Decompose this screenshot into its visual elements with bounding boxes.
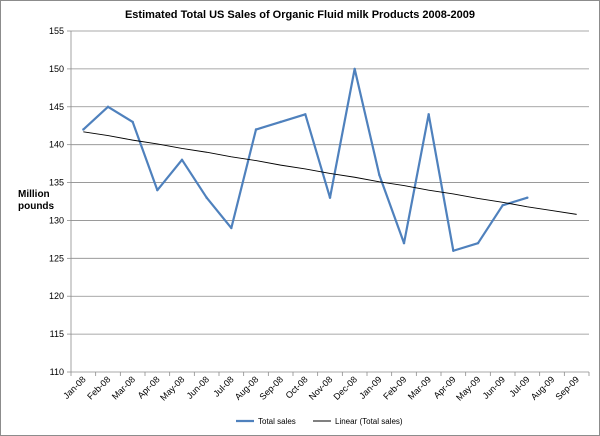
y-tick-label: 130 xyxy=(49,215,64,225)
axes: 110115120125130135140145150155Jan-08Feb-… xyxy=(49,26,590,403)
data-point xyxy=(230,226,233,230)
y-tick-label: 145 xyxy=(49,102,64,112)
data-point xyxy=(254,128,258,131)
x-tick-label: Mar-09 xyxy=(406,374,433,401)
data-point xyxy=(526,196,529,199)
x-tick-label: Dec-08 xyxy=(331,374,359,402)
x-tick-label: Oct-08 xyxy=(284,374,310,400)
series-line-total-sales xyxy=(82,67,528,252)
legend: Total sales Linear (Total sales) xyxy=(236,417,403,426)
gridlines xyxy=(71,30,589,335)
y-tick-label: 135 xyxy=(49,178,64,188)
x-tick-label: Jan-09 xyxy=(357,374,384,401)
series-lines xyxy=(82,67,577,252)
data-point xyxy=(205,196,208,199)
x-tick-label: Jan-08 xyxy=(61,374,88,401)
data-point xyxy=(156,188,159,192)
y-axis-label: Million pounds xyxy=(18,189,55,212)
data-point xyxy=(427,113,430,116)
x-tick-label: Aug-08 xyxy=(233,374,261,402)
data-point xyxy=(476,241,480,245)
y-tick-label: 120 xyxy=(49,291,64,301)
x-tick-label: May-09 xyxy=(454,374,482,402)
y-tick-label: 155 xyxy=(49,26,64,36)
legend-label: Total sales xyxy=(258,417,296,426)
x-tick-label: Feb-08 xyxy=(85,374,112,401)
x-tick-label: Jun-08 xyxy=(185,374,212,401)
x-tick-label: May-08 xyxy=(158,374,186,402)
data-point xyxy=(180,158,184,162)
data-point xyxy=(353,67,356,71)
y-tick-label: 150 xyxy=(49,64,64,74)
chart-title: Estimated Total US Sales of Organic Flui… xyxy=(124,9,476,21)
x-tick-label: Sep-08 xyxy=(257,374,285,402)
data-point xyxy=(452,249,455,252)
trendline-linear xyxy=(83,131,577,215)
y-tick-label: 140 xyxy=(49,140,64,150)
x-tick-label: Aug-09 xyxy=(529,374,557,402)
data-point xyxy=(402,241,406,245)
x-tick-label: Nov-08 xyxy=(307,374,335,402)
x-tick-label: Feb-09 xyxy=(381,374,408,401)
x-tick-label: Jun-09 xyxy=(481,374,508,401)
data-point xyxy=(304,113,307,116)
x-tick-label: Mar-08 xyxy=(110,374,137,401)
data-point xyxy=(328,196,332,199)
legend-label: Linear (Total sales) xyxy=(335,417,403,426)
y-tick-label: 125 xyxy=(49,253,64,263)
data-point xyxy=(378,173,381,177)
y-tick-label: 110 xyxy=(50,367,64,377)
x-tick-label: Sep-09 xyxy=(553,374,581,402)
data-point xyxy=(501,204,504,207)
data-point xyxy=(82,128,85,131)
data-point xyxy=(106,105,110,108)
y-tick-label: 115 xyxy=(50,329,64,339)
data-point xyxy=(131,120,134,124)
data-point xyxy=(279,120,282,124)
